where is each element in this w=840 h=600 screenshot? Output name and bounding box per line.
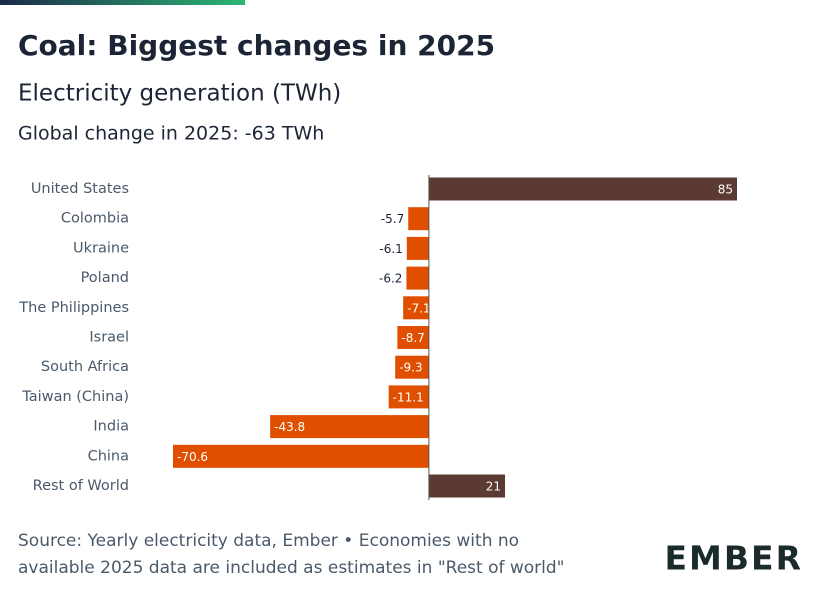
bar (173, 444, 429, 468)
category-label: Poland (81, 270, 129, 286)
value-label: -9.3 (399, 361, 422, 375)
value-label: -6.2 (379, 272, 402, 286)
value-label: -5.7 (381, 212, 404, 226)
bar (428, 474, 506, 498)
category-label: Israel (89, 330, 129, 346)
category-label: Ukraine (73, 240, 129, 256)
value-label: -7.1 (407, 301, 430, 315)
value-label: -8.7 (401, 331, 424, 345)
category-label: China (88, 448, 129, 464)
bar (395, 355, 429, 379)
bar (397, 326, 429, 349)
category-label: United States (31, 181, 129, 197)
logo: EMBER (665, 539, 804, 578)
value-label: 85 (718, 183, 733, 197)
value-label: -11.1 (393, 390, 424, 404)
source-note: available 2025 data are included as esti… (18, 558, 565, 578)
chart-title: Coal: Biggest changes in 2025 (18, 29, 495, 62)
bar (428, 177, 737, 201)
bar (408, 207, 429, 231)
value-label: -43.8 (274, 420, 305, 434)
value-label: 21 (486, 480, 501, 494)
source-note: Source: Yearly electricity data, Ember •… (18, 531, 519, 551)
bar (406, 236, 429, 260)
category-label: Rest of World (33, 478, 129, 494)
chart-subtitle: Electricity generation (TWh) (18, 81, 341, 107)
bar (270, 415, 429, 439)
bar (406, 266, 429, 290)
category-label: South Africa (41, 359, 129, 375)
bar (388, 385, 429, 409)
bar (403, 296, 429, 320)
value-label: -70.6 (177, 450, 208, 464)
category-label: The Philippines (18, 300, 129, 316)
category-label: Colombia (61, 211, 129, 227)
summary: Global change in 2025: -63 TWh (18, 123, 324, 145)
category-label: India (93, 419, 129, 435)
top-accent (0, 0, 245, 5)
value-label: -6.1 (379, 242, 402, 256)
category-label: Taiwan (China) (21, 389, 129, 405)
